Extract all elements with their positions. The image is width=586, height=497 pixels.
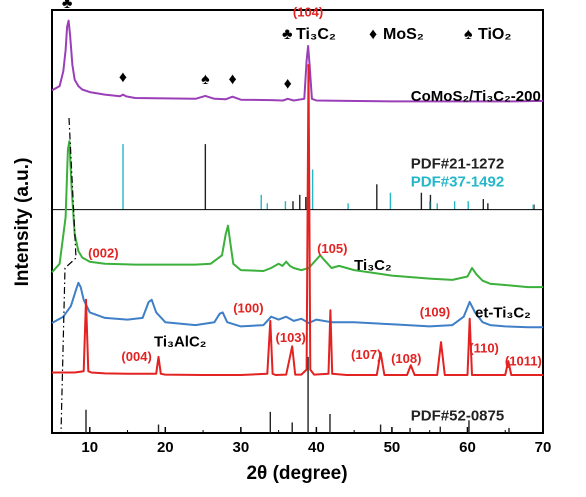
phase-marker: ♦ (228, 71, 236, 88)
series-label-ti-alc: Ti₃AlC₂ (154, 333, 207, 350)
ref-label-pdf-37-1492: PDF#37-1492 (411, 173, 504, 190)
peak-label-110: (110) (469, 341, 499, 356)
series-line-et-ti-c (51, 281, 543, 329)
series-labels: CoMoS₂/Ti₃C₂-200 Ti₃C₂ et-Ti₃C₂ Ti₃AlC₂ (154, 88, 541, 350)
peak-label-1011: (1011) (505, 353, 542, 368)
x-axis-ticks: 10 20 30 40 50 60 70 (81, 427, 551, 456)
x-tick-label-30: 30 (233, 439, 250, 456)
x-axis-title: 2θ (degree) (246, 463, 347, 484)
legend-tio2-symbol: ♠ (464, 26, 473, 43)
series-lines (51, 19, 544, 376)
peak-label-105: (105) (317, 241, 347, 256)
phase-marker: ♦ (119, 69, 127, 86)
ref-label-pdf-21-1272: PDF#21-1272 (411, 156, 504, 173)
guide-dashdot-line (60, 117, 77, 434)
legend-ti3c2-label: Ti₃C₂ (296, 26, 336, 43)
series-line-ti-c (51, 140, 543, 289)
peak-label-004: (004) (121, 349, 151, 364)
legend-ti3c2-symbol: ♣ (282, 26, 293, 43)
peak-label-108: (108) (391, 351, 421, 366)
peak-label-107: (107) (351, 347, 381, 362)
phase-markers: ♣ ♦ ♠ ♦ ♦ (62, 0, 292, 92)
legend-tio2-label: TiO₂ (478, 26, 511, 43)
series-line-ti-alc (52, 64, 543, 376)
x-tick-label-40: 40 (308, 439, 325, 456)
series-label-ti-c: Ti₃C₂ (354, 257, 392, 274)
peak-label-002: (002) (88, 245, 118, 260)
legend: ♣ Ti₃C₂ ♦ MoS₂ ♠ TiO₂ (282, 26, 511, 43)
ref-pattern-pdf-37-1492 (122, 144, 534, 210)
phase-marker: ♦ (284, 75, 292, 92)
phase-marker: ♠ (201, 71, 210, 88)
plot-frame (51, 9, 544, 434)
peak-label-109: (109) (420, 305, 450, 320)
series-line-comos-ti-c-200 (51, 19, 544, 103)
x-tick-label-60: 60 (459, 439, 476, 456)
peak-annotations: (104) (002) (105) (100) (004) (103) (107) (108)… (88, 4, 542, 368)
peak-label-103: (103) (276, 330, 306, 345)
x-tick-label-70: 70 (535, 439, 552, 456)
x-tick-label-50: 50 (384, 439, 401, 456)
peak-label-104: (104) (293, 4, 323, 19)
phase-marker: ♣ (62, 0, 73, 12)
x-tick-label-20: 20 (157, 439, 174, 456)
series-label-comos-ti-c-200: CoMoS₂/Ti₃C₂-200 (411, 88, 541, 105)
series-label-et-ti-c: et-Ti₃C₂ (475, 305, 531, 322)
ref-pattern-pdf-52-0875 (85, 356, 510, 433)
peak-label-100: (100) (233, 300, 263, 315)
legend-mos2-label: MoS₂ (383, 26, 424, 43)
ref-label-pdf-52-0875: PDF#52-0875 (411, 407, 504, 424)
ref-pattern-pdf-21-1272 (204, 144, 535, 210)
y-axis-title: Intensity (a.u.) (12, 158, 33, 287)
x-tick-label-10: 10 (81, 439, 98, 456)
legend-mos2-symbol: ♦ (369, 26, 377, 43)
